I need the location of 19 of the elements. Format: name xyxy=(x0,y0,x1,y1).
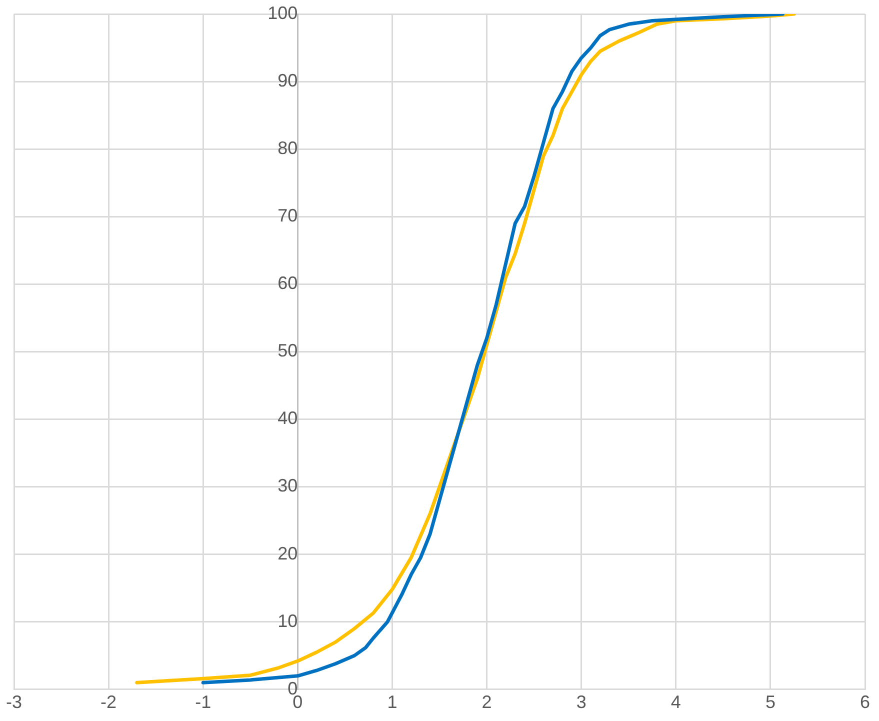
y-tick-label: 90 xyxy=(278,70,298,91)
x-tick-label: 2 xyxy=(482,692,492,712)
x-tick-label: -3 xyxy=(6,692,22,712)
x-tick-label: -2 xyxy=(100,692,117,712)
y-tick-label: 60 xyxy=(278,273,298,294)
x-tick-label: 1 xyxy=(387,692,398,712)
x-tick-label: 4 xyxy=(670,692,681,712)
y-tick-label: 20 xyxy=(278,543,298,564)
y-tick-label: 10 xyxy=(278,610,298,631)
y-tick-label: 80 xyxy=(278,138,298,158)
x-tick-label: 3 xyxy=(576,692,586,712)
y-tick-label: 40 xyxy=(278,408,298,428)
y-tick-label: 70 xyxy=(278,206,298,226)
y-tick-label: 30 xyxy=(278,476,298,496)
y-tick-label: 100 xyxy=(268,2,298,23)
x-tick-label: -1 xyxy=(195,692,212,712)
y-tick-label: 50 xyxy=(278,340,298,361)
x-tick-label: 5 xyxy=(765,692,776,712)
x-tick-label: 6 xyxy=(860,692,870,712)
